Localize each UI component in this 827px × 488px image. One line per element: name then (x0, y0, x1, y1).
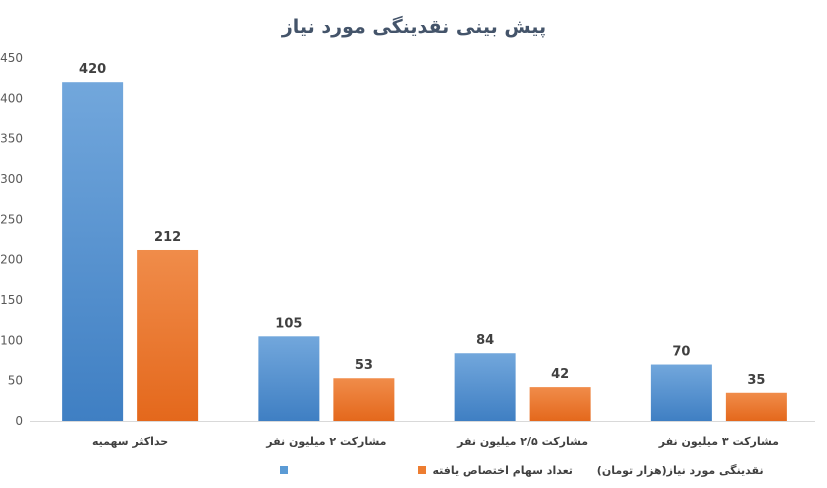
legend-label: تعداد سهام اختصاص یافته (432, 464, 572, 477)
legend: تعداد سهام اختصاص یافته نقدینگی مورد نیاز… (280, 464, 764, 477)
y-tick-label: 50 (8, 374, 23, 388)
x-tick-label: مشارکت ۲ میلیون نفر (265, 435, 386, 448)
data-labels-group: 420 212 105 53 84 42 70 35 (79, 62, 765, 388)
data-label: 84 (476, 333, 494, 348)
bar-liquidity (725, 392, 787, 421)
bar-liquidity (137, 249, 199, 421)
legend-item-liquidity: نقدینگی مورد نیاز(هزار تومان) (418, 464, 764, 477)
data-label: 53 (355, 358, 373, 373)
y-tick-label: 150 (0, 293, 23, 307)
bar-shares (62, 82, 124, 421)
bar-liquidity (529, 387, 591, 421)
data-label: 70 (672, 345, 690, 360)
bar-liquidity (333, 378, 395, 421)
bars-group (62, 82, 787, 421)
legend-swatch (280, 466, 288, 474)
y-tick-label: 100 (0, 333, 23, 347)
data-label: 420 (79, 62, 106, 77)
y-tick-label: 350 (0, 132, 23, 146)
bar-shares (650, 364, 712, 421)
data-label: 105 (275, 316, 302, 331)
y-tick-label: 200 (0, 253, 23, 267)
x-tick-label: مشارکت ۲/۵ میلیون نفر (456, 435, 588, 448)
data-label: 212 (154, 230, 181, 245)
y-tick-label: 400 (0, 91, 23, 105)
y-tick-label: 0 (15, 414, 23, 428)
data-label: 35 (747, 373, 765, 388)
legend-item-shares: تعداد سهام اختصاص یافته (280, 464, 573, 477)
y-axis: 0 50 100 150 200 250 300 350 400 450 (0, 51, 23, 428)
legend-label: نقدینگی مورد نیاز(هزار تومان) (597, 464, 764, 477)
legend-swatch (418, 466, 426, 474)
x-tick-label: مشارکت ۳ میلیون نفر (658, 435, 779, 448)
bar-shares (258, 336, 320, 421)
x-axis: حداکثر سهمیه مشارکت ۲ میلیون نفر مشارکت ۲/… (30, 421, 815, 448)
y-tick-label: 250 (0, 212, 23, 226)
y-tick-label: 450 (0, 51, 23, 65)
bar-shares (454, 353, 516, 421)
data-label: 42 (551, 367, 569, 382)
chart-title: پیش بینی نقدینگی مورد نیاز (281, 15, 546, 38)
x-tick-label: حداکثر سهمیه (92, 435, 168, 448)
y-tick-label: 300 (0, 172, 23, 186)
